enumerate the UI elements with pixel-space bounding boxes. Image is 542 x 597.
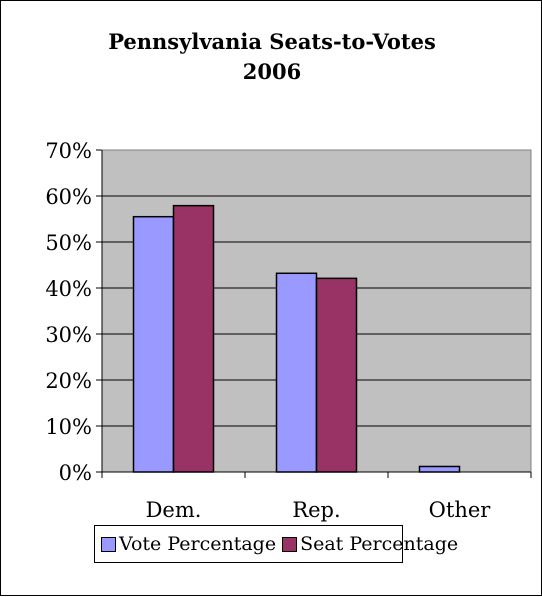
legend-swatch-seat [282,536,298,552]
bar [418,465,461,473]
legend-swatch-vote [101,536,116,552]
bar [132,215,175,473]
chart-title: Pennsylvania Seats-to-Votes 2006 [1,27,542,87]
y-tick-label: 20% [45,369,92,393]
y-tick-label: 10% [45,415,92,439]
bar [275,272,318,473]
y-tick-label: 0% [59,461,92,485]
x-tick-label: Rep. [292,498,340,522]
y-tick-label: 30% [45,323,92,347]
y-tick-label: 60% [45,185,92,209]
x-tick-label: Other [429,498,492,522]
legend-item-vote: Vote Percentage [101,533,276,555]
legend-label-seat: Seat Percentage [300,533,459,555]
legend: Vote Percentage Seat Percentage [94,525,458,563]
y-tick-label: 50% [45,231,92,255]
legend-label-vote: Vote Percentage [119,533,277,555]
x-tick-label: Dem. [146,498,202,522]
chart-title-line-2: 2006 [242,59,302,84]
legend-item-seat: Seat Percentage [282,533,458,555]
bar [315,277,358,473]
chart-title-line-1: Pennsylvania Seats-to-Votes [108,29,436,54]
bar [172,204,215,473]
y-tick-label: 70% [45,139,92,163]
y-tick-label: 40% [45,277,92,301]
